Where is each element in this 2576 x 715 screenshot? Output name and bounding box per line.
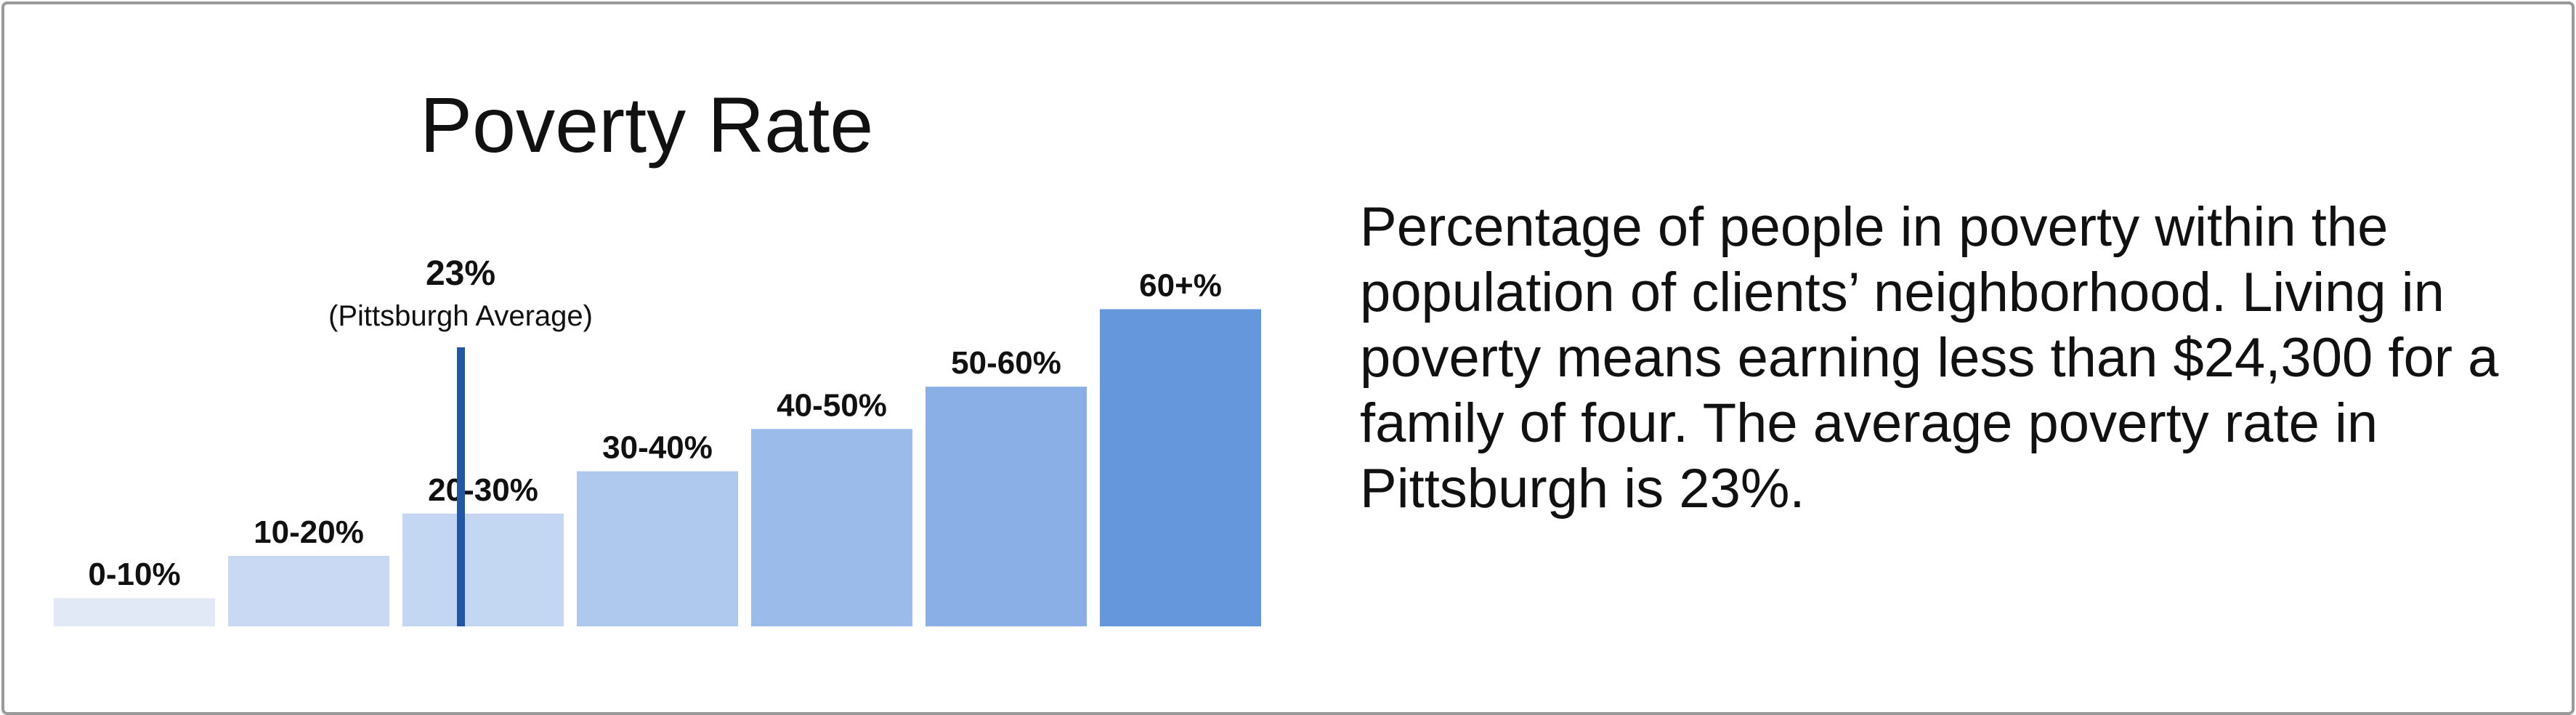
bar-0-10 bbox=[54, 598, 215, 626]
bar-30-40 bbox=[577, 471, 738, 626]
average-value-label: 23% bbox=[426, 254, 495, 293]
bar-label: 60+% bbox=[1139, 268, 1222, 304]
bar-label: 50-60% bbox=[951, 345, 1061, 381]
chart-description: Percentage of people in poverty within t… bbox=[1360, 196, 2499, 520]
chart-title: Poverty Rate bbox=[420, 81, 874, 169]
average-reference-line bbox=[457, 347, 465, 626]
bar-60 bbox=[1100, 309, 1261, 626]
average-caption-label: (Pittsburgh Average) bbox=[328, 300, 593, 332]
bar-chart: 0-10% 10-20% 20-30% 30-40% 40-50% 50-60% 60+% 2… bbox=[54, 254, 1261, 626]
bar-40-50 bbox=[751, 429, 912, 626]
bar-50-60 bbox=[926, 387, 1087, 626]
bar-label: 0-10% bbox=[88, 557, 180, 592]
bar-label: 30-40% bbox=[602, 430, 713, 466]
bar-label: 20-30% bbox=[428, 472, 538, 508]
bar-label: 40-50% bbox=[777, 387, 887, 423]
bar-10-20 bbox=[228, 556, 389, 626]
bar-label: 10-20% bbox=[254, 514, 364, 550]
bar-20-30 bbox=[402, 513, 564, 626]
